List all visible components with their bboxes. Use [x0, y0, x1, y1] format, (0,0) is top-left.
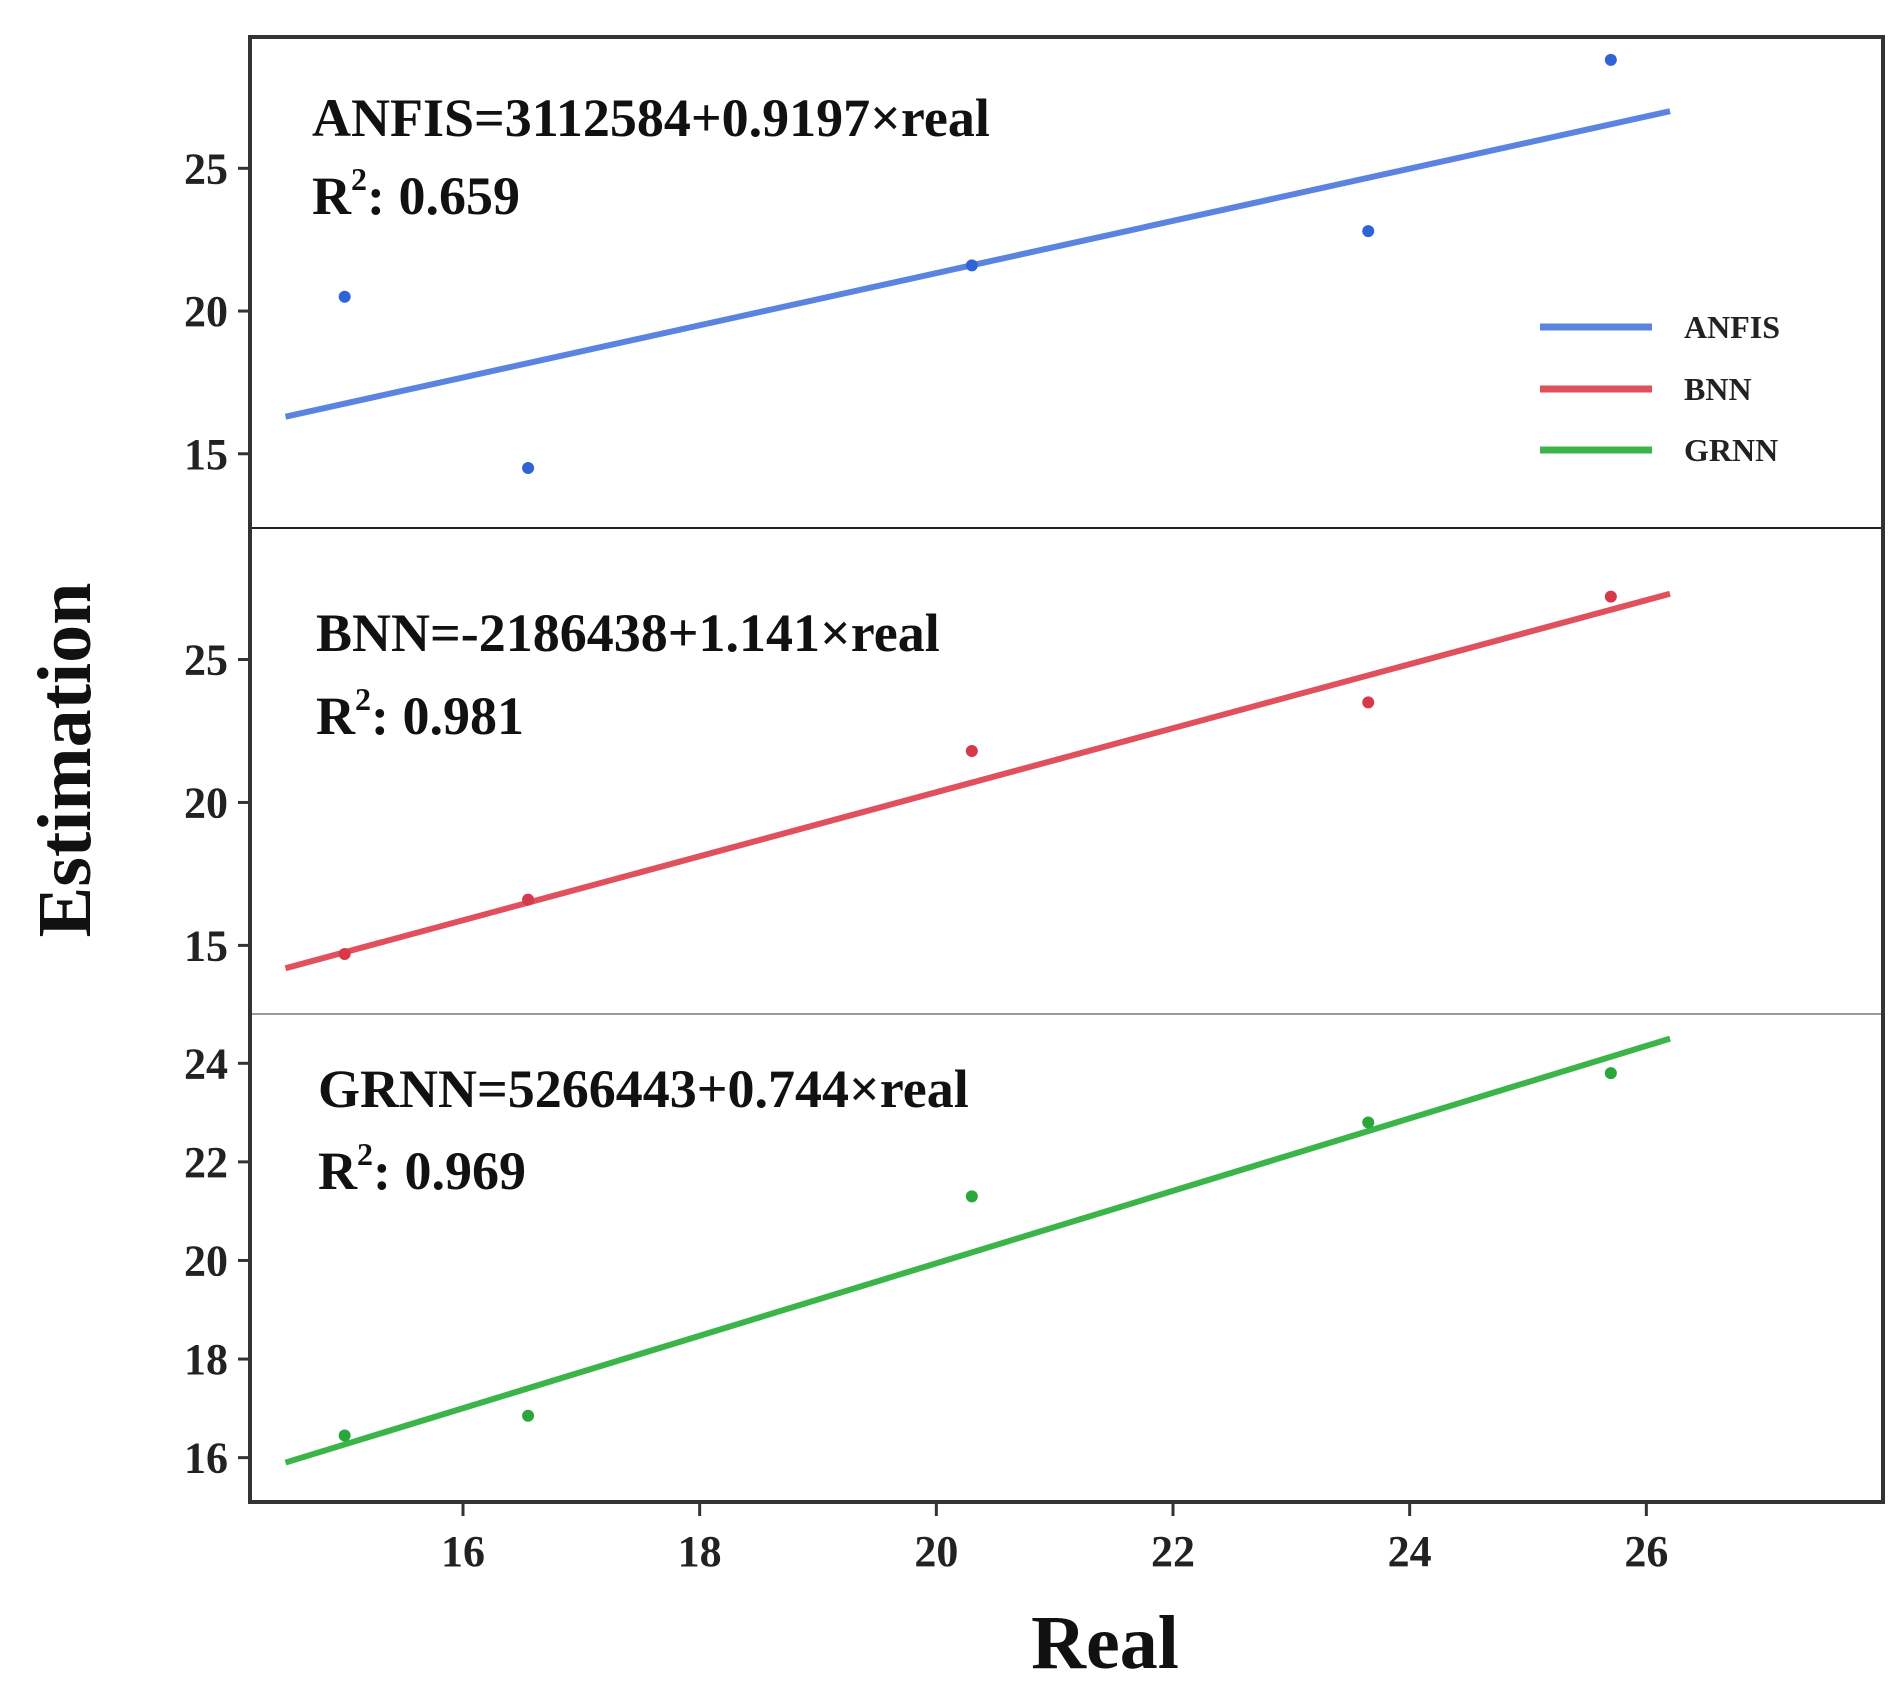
equation-bnn: BNN=-2186438+1.141×real — [316, 603, 940, 663]
r-squared-superscript: 2 — [351, 161, 367, 197]
data-point-anfis — [1362, 225, 1375, 238]
panel-anfis: 15 20 25 ANFIS=3112584+0.9197×real R2: 0.659 — [184, 53, 1671, 479]
data-point-bnn — [1362, 696, 1375, 709]
x-tick-label: 16 — [441, 1527, 485, 1576]
x-tick-label: 26 — [1624, 1527, 1668, 1576]
data-point-grnn — [338, 1429, 351, 1442]
y-tick-label-bnn: 20 — [184, 778, 228, 827]
data-point-grnn — [1362, 1116, 1375, 1129]
equation-anfis: ANFIS=3112584+0.9197×real — [312, 88, 990, 148]
x-axis-title: Real — [1031, 1601, 1179, 1684]
data-point-anfis — [338, 290, 351, 303]
x-tick-label: 20 — [914, 1527, 958, 1576]
data-point-anfis — [965, 259, 978, 272]
y-axis-title: Estimation — [23, 583, 107, 938]
legend-label-grnn: GRNN — [1684, 432, 1778, 468]
r-squared-label: R — [316, 686, 356, 746]
panel-bnn: 15 20 25 BNN=-2186438+1.141×real R2: 0.981 — [184, 590, 1671, 972]
legend-label-anfis: ANFIS — [1684, 309, 1780, 345]
fit-line-grnn — [284, 1035, 1671, 1466]
fit-line-bnn — [284, 590, 1671, 972]
legend-label-bnn: BNN — [1684, 371, 1752, 407]
r-squared-anfis: R2: 0.659 — [312, 161, 520, 226]
data-point-grnn — [965, 1190, 978, 1203]
y-tick-label-anfis: 20 — [184, 287, 228, 336]
r-squared-superscript: 2 — [355, 681, 371, 717]
y-tick-label-bnn: 15 — [184, 921, 228, 970]
legend: ANFIS BNN GRNN — [1540, 309, 1780, 468]
y-tick-label-grnn: 18 — [184, 1335, 228, 1384]
plot-frame — [248, 35, 1885, 1504]
data-point-bnn — [965, 744, 978, 757]
data-point-bnn — [338, 947, 351, 960]
x-axis: 16 18 20 22 24 26 — [441, 1502, 1668, 1576]
fit-line-anfis — [284, 108, 1671, 420]
r-squared-grnn: R2: 0.969 — [318, 1136, 526, 1201]
r-squared-label: R — [312, 166, 352, 226]
data-point-grnn — [522, 1409, 535, 1422]
data-point-anfis — [1604, 53, 1617, 66]
data-point-bnn — [1604, 590, 1617, 603]
panel-grnn: 16 18 20 22 24 GRNN=5266443+0.744×real R2: 0.9… — [184, 1035, 1671, 1483]
data-point-anfis — [522, 462, 535, 475]
x-tick-label: 22 — [1151, 1527, 1195, 1576]
y-tick-label-anfis: 15 — [184, 430, 228, 479]
r-squared-value: : 0.981 — [371, 686, 524, 746]
y-tick-label-grnn: 24 — [184, 1039, 228, 1088]
y-tick-label-grnn: 22 — [184, 1138, 228, 1187]
r-squared-label: R — [318, 1141, 358, 1201]
data-point-grnn — [1604, 1067, 1617, 1080]
r-squared-value: : 0.969 — [373, 1141, 526, 1201]
r-squared-bnn: R2: 0.981 — [316, 681, 524, 746]
y-tick-label-grnn: 20 — [184, 1236, 228, 1285]
y-tick-label-anfis: 25 — [184, 144, 228, 193]
equation-grnn: GRNN=5266443+0.744×real — [318, 1059, 969, 1119]
data-point-bnn — [522, 893, 535, 906]
y-tick-label-grnn: 16 — [184, 1434, 228, 1483]
y-tick-label-bnn: 25 — [184, 636, 228, 685]
r-squared-value: : 0.659 — [367, 166, 520, 226]
x-tick-label: 18 — [678, 1527, 722, 1576]
x-tick-label: 24 — [1388, 1527, 1432, 1576]
r-squared-superscript: 2 — [357, 1136, 373, 1172]
